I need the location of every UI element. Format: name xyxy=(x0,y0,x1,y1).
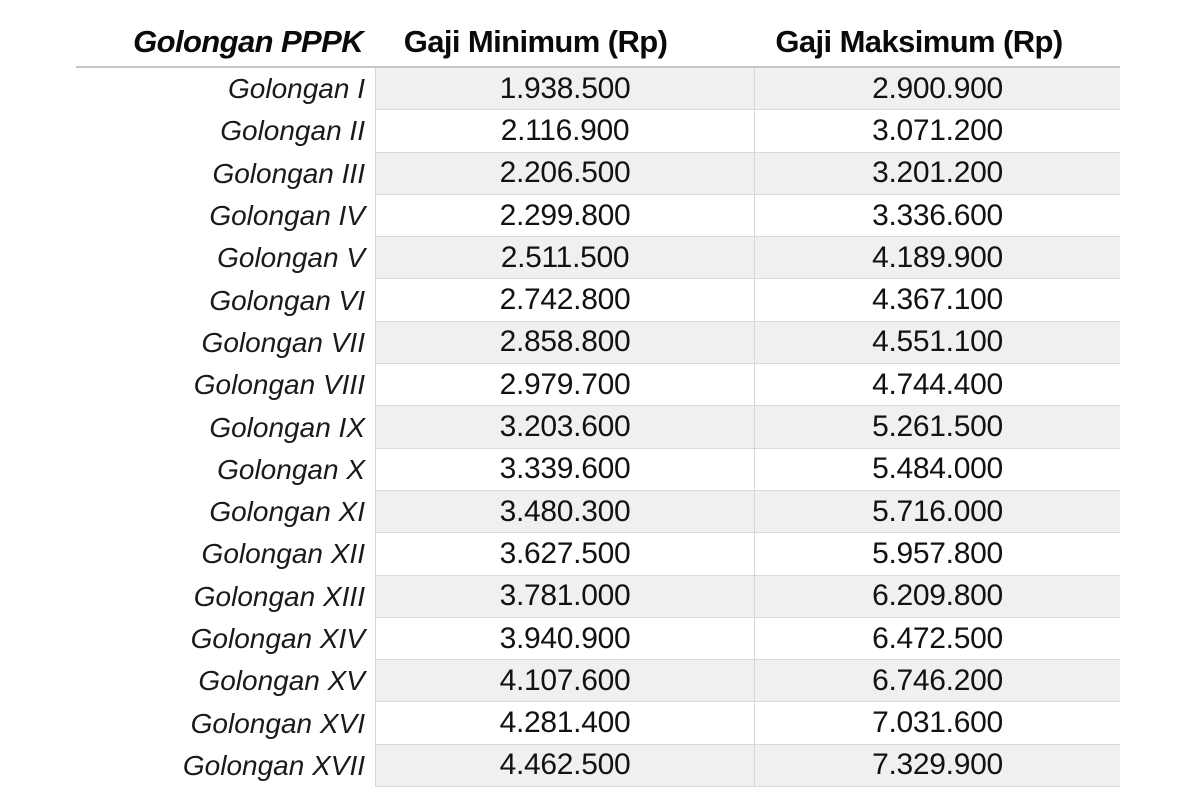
table-row: Golongan V 2.511.500 4.189.900 xyxy=(76,237,1120,280)
gaji-maksimum-value: 5.957.800 xyxy=(754,533,1120,576)
table-header-row: Golongan PPPK Gaji Minimum (Rp) Gaji Mak… xyxy=(76,18,1120,68)
table-row: Golongan XIII 3.781.000 6.209.800 xyxy=(76,575,1120,618)
table-row: Golongan X 3.339.600 5.484.000 xyxy=(76,448,1120,491)
table-row: Golongan XVI 4.281.400 7.031.600 xyxy=(76,702,1120,745)
gaji-minimum-value: 2.858.800 xyxy=(375,321,754,365)
golongan-label: Golongan XV xyxy=(198,665,365,697)
golongan-label: Golongan XIV xyxy=(190,623,365,654)
column-header-gaji-maksimum: Gaji Maksimum (Rp) xyxy=(775,24,1063,59)
table-row: Golongan I 1.938.500 2.900.900 xyxy=(76,68,1120,111)
golongan-label: Golongan III xyxy=(212,157,365,189)
gaji-minimum-value: 2.299.800 xyxy=(375,194,754,238)
table-row: Golongan VII 2.858.800 4.551.100 xyxy=(76,321,1120,365)
gaji-minimum-value: 2.742.800 xyxy=(375,279,754,322)
golongan-label: Golongan XIII xyxy=(193,580,365,612)
golongan-label: Golongan V xyxy=(217,242,365,274)
gaji-maksimum-value: 4.367.100 xyxy=(754,279,1120,322)
gaji-minimum-value: 2.511.500 xyxy=(375,237,754,280)
gaji-maksimum-value: 3.071.200 xyxy=(754,110,1120,153)
gaji-maksimum-value: 7.031.600 xyxy=(754,702,1120,745)
gaji-minimum-value: 3.781.000 xyxy=(375,575,754,618)
gaji-minimum-value: 3.339.600 xyxy=(375,448,754,491)
golongan-label: Golongan I xyxy=(228,73,365,105)
pppk-salary-table: Golongan PPPK Gaji Minimum (Rp) Gaji Mak… xyxy=(76,18,1120,788)
golongan-label: Golongan II xyxy=(220,115,365,147)
table-row: Golongan IV 2.299.800 3.336.600 xyxy=(76,194,1120,238)
gaji-maksimum-value: 3.201.200 xyxy=(754,152,1120,195)
table-row: Golongan XVII 4.462.500 7.329.900 xyxy=(76,744,1120,788)
golongan-label: Golongan VII xyxy=(201,326,365,358)
column-header-golongan-pppk: Golongan PPPK xyxy=(133,24,363,59)
gaji-maksimum-value: 7.329.900 xyxy=(754,744,1120,788)
golongan-label: Golongan VIII xyxy=(193,369,365,401)
golongan-label: Golongan XI xyxy=(209,496,365,528)
gaji-maksimum-value: 4.551.100 xyxy=(754,321,1120,365)
gaji-maksimum-value: 5.716.000 xyxy=(754,490,1120,534)
gaji-minimum-value: 2.116.900 xyxy=(375,110,754,153)
gaji-maksimum-value: 2.900.900 xyxy=(754,68,1120,111)
table-row: Golongan II 2.116.900 3.071.200 xyxy=(76,110,1120,153)
golongan-label: Golongan XVII xyxy=(182,749,365,781)
golongan-label: Golongan IX xyxy=(209,411,365,443)
table-row: Golongan XIV 3.940.900 6.472.500 xyxy=(76,617,1120,661)
gaji-maksimum-value: 6.209.800 xyxy=(754,575,1120,618)
gaji-minimum-value: 3.203.600 xyxy=(375,406,754,449)
table-row: Golongan VIII 2.979.700 4.744.400 xyxy=(76,364,1120,407)
gaji-minimum-value: 2.206.500 xyxy=(375,152,754,195)
table-row: Golongan VI 2.742.800 4.367.100 xyxy=(76,279,1120,322)
gaji-maksimum-value: 6.746.200 xyxy=(754,660,1120,703)
gaji-maksimum-value: 4.189.900 xyxy=(754,237,1120,280)
gaji-minimum-value: 3.940.900 xyxy=(375,617,754,661)
table-row: Golongan XII 3.627.500 5.957.800 xyxy=(76,533,1120,576)
golongan-label: Golongan X xyxy=(217,453,365,485)
gaji-minimum-value: 3.627.500 xyxy=(375,533,754,576)
gaji-maksimum-value: 3.336.600 xyxy=(754,194,1120,238)
table-body: Golongan I 1.938.500 2.900.900 Golongan II 2… xyxy=(76,68,1120,788)
gaji-maksimum-value: 5.261.500 xyxy=(754,406,1120,449)
table-row: Golongan XI 3.480.300 5.716.000 xyxy=(76,490,1120,534)
gaji-maksimum-value: 6.472.500 xyxy=(754,617,1120,661)
gaji-minimum-value: 4.462.500 xyxy=(375,744,754,788)
golongan-label: Golongan VI xyxy=(209,284,365,316)
gaji-minimum-value: 1.938.500 xyxy=(375,68,754,111)
gaji-maksimum-value: 5.484.000 xyxy=(754,448,1120,491)
golongan-label: Golongan XVI xyxy=(190,707,365,739)
table-row: Golongan XV 4.107.600 6.746.200 xyxy=(76,660,1120,703)
table-row: Golongan IX 3.203.600 5.261.500 xyxy=(76,406,1120,449)
column-header-gaji-minimum: Gaji Minimum (Rp) xyxy=(403,24,668,59)
gaji-minimum-value: 3.480.300 xyxy=(375,490,754,534)
gaji-maksimum-value: 4.744.400 xyxy=(754,364,1120,407)
golongan-label: Golongan IV xyxy=(209,200,365,232)
gaji-minimum-value: 2.979.700 xyxy=(375,364,754,407)
gaji-minimum-value: 4.107.600 xyxy=(375,660,754,703)
golongan-label: Golongan XII xyxy=(201,538,365,570)
table-row: Golongan III 2.206.500 3.201.200 xyxy=(76,152,1120,195)
gaji-minimum-value: 4.281.400 xyxy=(375,702,754,745)
